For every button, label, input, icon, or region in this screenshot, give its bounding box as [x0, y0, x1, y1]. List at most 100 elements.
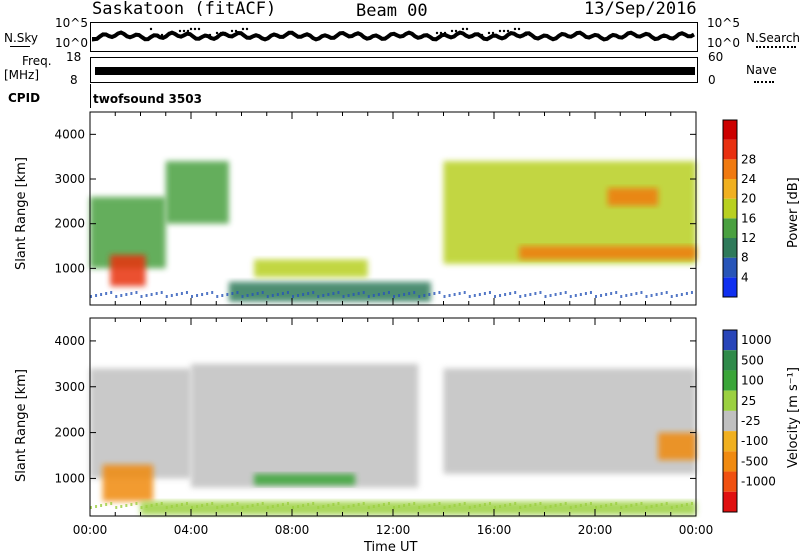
power-noise-speck: [483, 292, 486, 295]
velocity-noise-speck: [650, 505, 653, 508]
power-noise-speck: [125, 293, 128, 296]
nsky-point: [487, 31, 491, 35]
x-tick-label: 20:00: [578, 523, 613, 537]
power-colorbar-label: Power [dB]: [786, 177, 800, 248]
nsky-panel: [90, 22, 698, 52]
velocity-noise-speck: [266, 506, 269, 509]
velocity-noise-speck: [211, 502, 214, 505]
nsky-point: [149, 27, 153, 31]
power-noise-speck: [236, 291, 239, 294]
power-ytick-label: 1000: [54, 261, 85, 275]
freq-panel: [90, 57, 698, 83]
power-colorbar-swatch: [723, 120, 737, 140]
velocity-noise-speck: [105, 503, 108, 506]
power-colorbar-swatch: [723, 159, 737, 179]
velocity-noise-speck: [635, 503, 638, 506]
power-noise-speck: [155, 292, 158, 295]
power-noise-speck: [226, 293, 229, 296]
power-noise-speck: [605, 293, 608, 296]
velocity-noise-speck: [559, 503, 562, 506]
velocity-noise-speck: [675, 505, 678, 508]
velocity-noise-speck: [145, 505, 148, 508]
velocity-noise-speck: [393, 506, 395, 509]
power-noise-speck: [448, 294, 451, 297]
velocity-noise-speck: [610, 503, 613, 506]
power-noise-speck: [180, 292, 183, 295]
velocity-noise-speck: [271, 505, 274, 508]
velocity-noise-speck: [322, 505, 325, 508]
power-noise-speck: [312, 291, 315, 294]
power-region-1: [110, 254, 146, 287]
nsky-point: [167, 31, 171, 35]
velocity-noise-speck: [418, 506, 421, 509]
power-noise-speck: [650, 294, 653, 297]
power-noise-speck: [165, 295, 168, 298]
nsky-point: [439, 31, 443, 35]
power-noise-speck: [514, 291, 517, 294]
power-noise-speck: [357, 292, 360, 295]
power-noise-speck: [615, 291, 618, 294]
power-colorbar-tick: 28: [741, 152, 756, 166]
velocity-noise-speck: [206, 503, 209, 506]
velocity-colorbar-tick: -100: [741, 434, 768, 448]
power-noise-speck: [256, 292, 259, 295]
nsky-point: [472, 33, 476, 37]
nsky-point: [502, 29, 506, 33]
vel-ytick-label: 1000: [54, 471, 85, 485]
velocity-noise-speck: [251, 504, 254, 507]
velocity-noise-speck: [625, 505, 628, 508]
cpid-label: CPID: [8, 91, 41, 105]
velocity-noise-speck: [342, 506, 345, 509]
power-noise-speck: [408, 292, 411, 295]
velocity-noise-speck: [549, 505, 552, 508]
velocity-colorbar-swatch: [723, 410, 737, 432]
nsky-point: [223, 31, 227, 35]
power-noise-speck: [635, 292, 638, 295]
power-colorbar-swatch: [723, 179, 737, 199]
power-region-2: [165, 161, 229, 224]
power-noise-speck: [332, 292, 335, 295]
power-noise-speck: [595, 295, 597, 298]
nsearch-tick-low: 10^0: [707, 36, 740, 50]
nsearch-label: N.Search: [746, 31, 800, 45]
power-noise-speck: [362, 291, 365, 294]
velocity-region-1: [102, 464, 154, 502]
x-tick-label: 16:00: [477, 523, 512, 537]
nsky-point: [234, 29, 238, 33]
power-ytick-label: 4000: [54, 127, 85, 141]
velocity-noise-speck: [231, 503, 234, 506]
power-noise-speck: [135, 291, 138, 294]
vel-ytick-label: 4000: [54, 334, 85, 348]
velocity-noise-speck: [281, 503, 284, 506]
nsky-point: [204, 33, 208, 37]
velocity-noise-speck: [170, 505, 173, 508]
power-noise-speck: [317, 295, 320, 298]
velocity-noise-speck: [690, 502, 693, 505]
power-noise-speck: [625, 294, 628, 297]
nave-tick-low: 0: [708, 73, 716, 87]
power-noise-speck: [554, 293, 557, 296]
velocity-noise-speck: [605, 504, 608, 507]
velocity-noise-speck: [433, 503, 436, 506]
velocity-noise-speck: [377, 504, 380, 507]
velocity-noise-speck: [367, 506, 370, 509]
velocity-noise-speck: [256, 503, 259, 506]
velocity-noise-speck: [645, 506, 648, 509]
power-noise-speck: [423, 294, 426, 297]
power-noise-speck: [509, 292, 512, 295]
power-noise-speck: [211, 291, 214, 294]
velocity-noise-speck: [473, 505, 476, 508]
power-noise-speck: [610, 292, 613, 295]
power-region-7: [607, 187, 659, 206]
x-tick-label: 04:00: [174, 523, 209, 537]
x-axis-label: Time UT: [364, 540, 418, 555]
velocity-noise-speck: [544, 506, 547, 509]
velocity-noise-speck: [155, 503, 158, 506]
velocity-noise-speck: [347, 505, 350, 508]
freq-tick-low: 8: [70, 73, 78, 87]
velocity-noise-speck: [499, 505, 502, 508]
power-noise-speck: [241, 295, 244, 298]
power-noise-speck: [398, 294, 401, 297]
power-noise-speck: [665, 291, 668, 294]
axes: 1000 2000 3000 4000 1000 2000 3000 4000 00:00 04:…: [54, 111, 713, 537]
